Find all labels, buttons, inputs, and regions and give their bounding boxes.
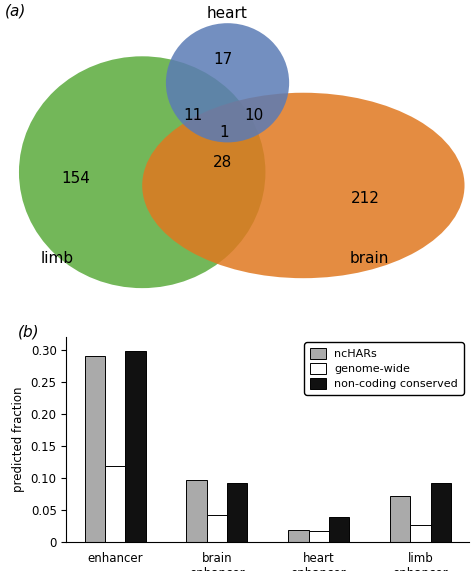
Text: limb: limb: [40, 251, 73, 266]
Text: 1: 1: [219, 125, 228, 140]
Text: 28: 28: [213, 155, 232, 170]
Text: 17: 17: [213, 52, 232, 67]
Bar: [288, 530, 309, 542]
Bar: [227, 482, 247, 542]
Text: heart: heart: [207, 6, 248, 21]
Bar: [186, 480, 207, 542]
Text: (a): (a): [5, 3, 26, 18]
Text: 11: 11: [184, 108, 203, 123]
Bar: [329, 517, 349, 542]
Ellipse shape: [166, 23, 289, 142]
Bar: [390, 496, 410, 542]
Bar: [85, 356, 105, 542]
Bar: [105, 466, 125, 542]
Bar: [309, 531, 329, 542]
Bar: [125, 351, 146, 542]
Text: 212: 212: [351, 191, 379, 206]
Bar: [410, 525, 430, 542]
Y-axis label: predicted fraction: predicted fraction: [12, 387, 25, 492]
Legend: ncHARs, genome-wide, non-coding conserved: ncHARs, genome-wide, non-coding conserve…: [304, 343, 464, 395]
Text: 154: 154: [62, 171, 90, 186]
Text: (b): (b): [18, 324, 40, 340]
Bar: [207, 516, 227, 542]
Bar: [430, 482, 451, 542]
Ellipse shape: [142, 93, 465, 278]
Ellipse shape: [19, 57, 265, 288]
Text: brain: brain: [350, 251, 390, 266]
Text: 10: 10: [244, 108, 263, 123]
